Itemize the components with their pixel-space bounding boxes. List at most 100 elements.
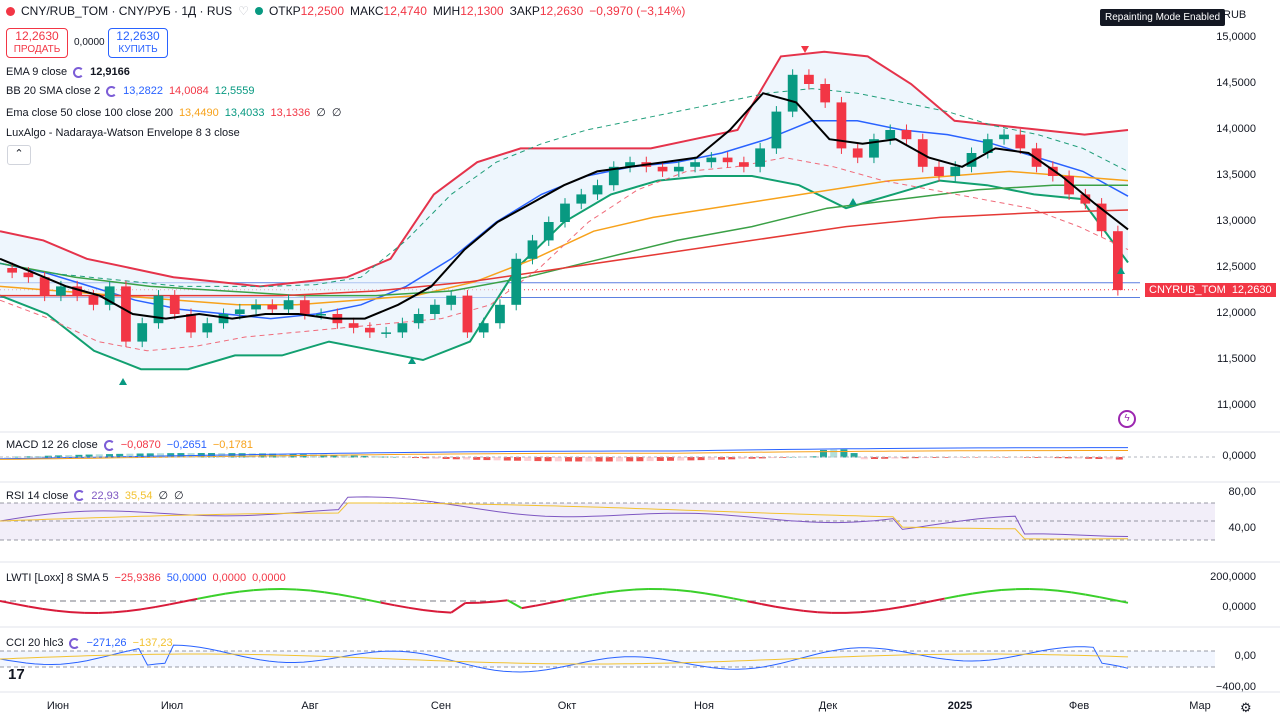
- macd-axis-label: 0,0000: [1222, 450, 1256, 462]
- heart-icon[interactable]: ♡: [238, 4, 249, 18]
- lwti-line-segment: [366, 598, 381, 604]
- rsi-axis-label: 40,00: [1228, 522, 1256, 534]
- cycle-icon[interactable]: [74, 490, 86, 501]
- candle-body: [934, 166, 944, 176]
- cycle-icon[interactable]: [103, 439, 115, 451]
- macd-histogram-bar: [473, 457, 481, 460]
- buy-button[interactable]: 12,2630 КУПИТЬ: [108, 28, 168, 58]
- cycle-icon[interactable]: [69, 637, 81, 649]
- lwti-line-segment: [733, 597, 748, 603]
- macd-histogram-bar: [493, 457, 501, 461]
- candle-body: [657, 166, 668, 172]
- lwti-line-segment: [70, 611, 85, 614]
- macd-histogram-bar: [687, 457, 695, 461]
- legend-lwti-v2: 50,0000: [166, 572, 207, 584]
- macd-histogram-bar: [238, 453, 246, 458]
- macd-histogram-bar: [1085, 457, 1093, 459]
- legend-bb-name: BB 20 SMA close 2: [6, 85, 101, 97]
- macd-histogram-bar: [830, 449, 838, 458]
- sell-button[interactable]: 12,2630 ПРОДАТЬ: [6, 28, 68, 58]
- time-axis-label: Окт: [557, 700, 577, 712]
- candle-body: [576, 194, 587, 204]
- legend-cci[interactable]: CCI 20 hlc3 −271,26 −137,23: [6, 637, 173, 649]
- cci-axis-label: −400,00: [1215, 681, 1256, 693]
- legend-cci-name: CCI 20 hlc3: [6, 637, 64, 649]
- legend-macd[interactable]: MACD 12 26 close −0,0870 −0,2651 −0,1781: [6, 439, 253, 451]
- high-value: 12,4740: [383, 4, 427, 18]
- legend-lwti[interactable]: LWTI [Loxx] 8 SMA 5 −25,9386 50,0000 0,0…: [6, 572, 286, 584]
- lwti-line-segment: [239, 589, 254, 593]
- macd-histogram-bar: [412, 457, 419, 459]
- lwti-line-segment: [98, 611, 113, 614]
- time-axis-label: Июн: [46, 700, 70, 712]
- lwti-line-segment: [296, 588, 311, 592]
- lwti-line-segment: [225, 590, 240, 595]
- candle-body: [104, 286, 115, 305]
- low-value: 12,1300: [460, 4, 504, 18]
- lwti-line-segment: [1071, 591, 1086, 596]
- macd-histogram-bar: [911, 457, 919, 459]
- candle-body: [413, 314, 424, 324]
- macd-histogram-bar: [55, 455, 62, 458]
- macd-histogram-bar: [718, 457, 725, 460]
- gear-icon[interactable]: ⚙: [1240, 700, 1252, 715]
- legend-lwti-v3: 0,0000: [212, 572, 247, 584]
- macd-histogram-bar: [503, 457, 511, 461]
- macd-line: [0, 447, 1128, 460]
- tv-logo-icon: 17: [8, 666, 25, 683]
- macd-histogram-bar: [1064, 457, 1072, 459]
- candle-body: [901, 130, 912, 140]
- macd-histogram-bar: [616, 457, 623, 462]
- legend-ema9[interactable]: EMA 9 close 12,9166: [6, 66, 130, 78]
- lwti-line-segment: [662, 588, 677, 591]
- candle-body: [218, 314, 229, 324]
- lightning-icon[interactable]: ϟ: [1118, 410, 1136, 428]
- open-label: ОТКР: [268, 4, 301, 18]
- legend-ema3[interactable]: Ema close 50 close 100 close 200 13,4490…: [6, 106, 342, 120]
- legend-bb[interactable]: BB 20 SMA close 2 13,2822 14,0084 12,555…: [6, 85, 254, 97]
- legend-ema200: 13,1336: [270, 106, 311, 119]
- macd-histogram-bar: [534, 457, 542, 462]
- legend-lux[interactable]: LuxAlgo - Nadaraya-Watson Envelope 8 3 c…: [6, 127, 240, 139]
- macd-histogram-bar: [401, 457, 409, 458]
- chevron-up-icon[interactable]: ⌃: [7, 145, 31, 165]
- macd-histogram-bar: [1044, 457, 1052, 458]
- macd-histogram-bar: [626, 457, 634, 462]
- candle-body: [23, 272, 34, 278]
- symbol-header[interactable]: CNY/RUB_TOM · CNY/РУБ · 1Д · RUS ♡ ОТКР …: [6, 4, 685, 18]
- legend-ema-empty2: ∅: [331, 107, 342, 119]
- candle-body: [267, 304, 278, 310]
- lwti-line-segment: [1099, 596, 1115, 601]
- candle-body: [478, 323, 489, 333]
- lwti-line-segment: [1057, 589, 1072, 594]
- macd-histogram-bar: [901, 457, 909, 459]
- lwti-line-segment: [747, 600, 762, 606]
- lwti-line-segment: [493, 599, 508, 603]
- lwti-line-segment: [408, 606, 424, 611]
- candle-body: [1096, 203, 1107, 232]
- cycle-icon[interactable]: [106, 85, 118, 97]
- macd-histogram-bar: [595, 457, 603, 462]
- lwti-line-segment: [958, 592, 974, 597]
- lwti-line-segment: [535, 601, 551, 607]
- lwti-line-segment: [789, 608, 804, 612]
- lwti-line-segment: [0, 600, 15, 605]
- macd-histogram-bar: [514, 457, 521, 461]
- candle-body: [755, 148, 766, 167]
- candle-body: [495, 304, 505, 324]
- cycle-icon[interactable]: [73, 66, 85, 78]
- macd-histogram-bar: [422, 457, 430, 459]
- cci-axis-label: 0,00: [1234, 650, 1256, 662]
- currency-label[interactable]: RUB: [1223, 9, 1247, 21]
- macd-histogram-bar: [585, 457, 593, 462]
- macd-histogram-bar: [1115, 457, 1123, 460]
- macd-histogram-bar: [728, 457, 736, 460]
- candle-body: [527, 240, 538, 259]
- legend-ema100: 13,4033: [224, 106, 265, 119]
- macd-histogram-bar: [1003, 457, 1011, 458]
- symbol-title[interactable]: CNY/RUB_TOM · CNY/РУБ · 1Д · RUS: [21, 4, 233, 18]
- macd-histogram-bar: [809, 456, 817, 458]
- legend-rsi[interactable]: RSI 14 close 22,93 35,54 ∅ ∅: [6, 489, 184, 503]
- lwti-line-segment: [888, 605, 903, 611]
